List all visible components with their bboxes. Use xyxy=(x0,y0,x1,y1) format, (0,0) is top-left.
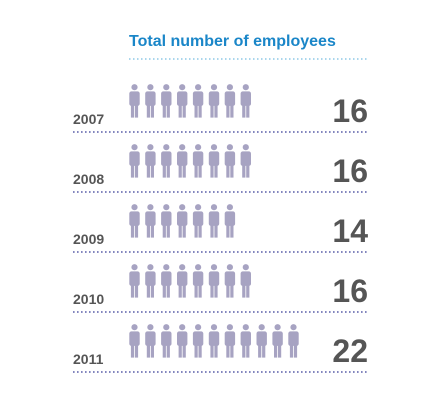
person-icon xyxy=(256,324,267,358)
person-icon xyxy=(192,144,204,178)
person-icon xyxy=(145,324,156,358)
value-label: 22 xyxy=(332,333,368,369)
person-icon xyxy=(208,144,220,178)
person-icon xyxy=(224,84,236,118)
person-icon xyxy=(240,84,251,118)
person-icon xyxy=(161,144,172,178)
person-icon xyxy=(161,204,172,238)
person-icon xyxy=(161,264,172,298)
row-2009: 2009 14 xyxy=(73,204,368,253)
person-icon xyxy=(192,204,204,238)
row-2007: 2007 16 xyxy=(73,84,368,133)
person-icon xyxy=(208,204,220,238)
year-label: 2007 xyxy=(73,111,104,127)
person-icon xyxy=(192,264,204,298)
person-icon xyxy=(129,84,140,118)
person-icon xyxy=(177,264,188,298)
year-label: 2011 xyxy=(73,351,104,367)
person-icon xyxy=(224,144,236,178)
value-label: 16 xyxy=(332,153,368,189)
person-icon xyxy=(208,264,220,298)
person-icon xyxy=(145,84,156,118)
person-icon xyxy=(192,84,204,118)
person-icon xyxy=(288,324,299,358)
row-2010: 2010 16 xyxy=(73,264,368,313)
person-icon xyxy=(161,84,172,118)
person-icon xyxy=(177,84,188,118)
chart-title: Total number of employees xyxy=(129,33,336,50)
person-icon xyxy=(224,264,236,298)
year-label: 2008 xyxy=(73,171,104,187)
person-icon xyxy=(145,144,156,178)
person-icon xyxy=(224,324,236,358)
person-icon xyxy=(240,144,251,178)
value-label: 16 xyxy=(332,93,368,129)
person-icon xyxy=(177,204,188,238)
person-icon xyxy=(177,324,188,358)
row-2008: 2008 16 xyxy=(73,144,368,193)
person-icon xyxy=(129,264,140,298)
person-icon xyxy=(177,144,188,178)
person-icon xyxy=(145,264,156,298)
person-icon xyxy=(192,324,204,358)
person-icon xyxy=(129,144,140,178)
person-icon xyxy=(145,204,156,238)
year-label: 2009 xyxy=(73,231,104,247)
person-icon xyxy=(129,324,140,358)
person-icon xyxy=(240,324,251,358)
person-icon xyxy=(272,324,283,358)
person-icon xyxy=(224,204,236,238)
value-label: 14 xyxy=(332,213,368,249)
row-2011: 2011 22 xyxy=(73,324,368,373)
person-icon xyxy=(208,84,220,118)
person-icon xyxy=(208,324,220,358)
value-label: 16 xyxy=(332,273,368,309)
person-icon xyxy=(129,204,140,238)
year-label: 2010 xyxy=(73,291,104,307)
person-icon xyxy=(240,264,251,298)
person-icon xyxy=(161,324,172,358)
